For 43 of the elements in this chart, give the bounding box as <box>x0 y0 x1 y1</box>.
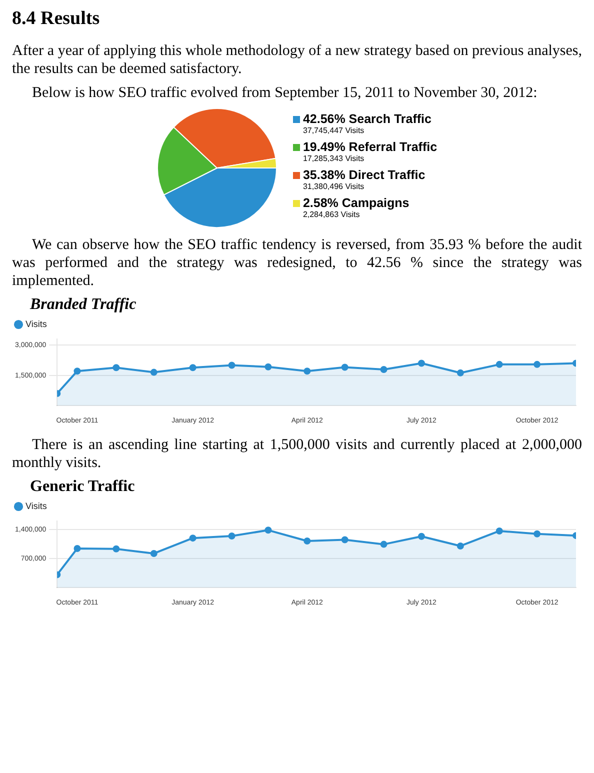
point <box>341 364 348 371</box>
point <box>456 542 464 550</box>
point <box>456 369 464 376</box>
text: 17,285,343 Visits <box>302 154 364 163</box>
point <box>150 368 158 376</box>
text: Below is how SEO traffic evolved from September 15, 2011 to November 30, 2012: <box>31 84 538 102</box>
point <box>112 545 120 552</box>
point <box>264 526 272 534</box>
text: There is an ascending line starting at 1,500,000 visits and currently placed at 2,000,000 monthly visits. <box>12 436 582 472</box>
point <box>74 368 81 375</box>
point <box>228 362 236 369</box>
text: 37,745,447 Visits <box>302 126 364 135</box>
point <box>264 363 272 370</box>
text: 2,284,863 Visits <box>302 210 360 219</box>
point <box>112 364 120 372</box>
chart-title: Generic Traffic <box>30 478 136 496</box>
point <box>189 534 196 542</box>
point <box>341 536 348 544</box>
point <box>74 544 81 552</box>
legend-label: Visits <box>26 318 48 329</box>
chart-title: 8.4 Results <box>12 8 101 30</box>
point <box>380 366 388 373</box>
legend-label: Visits <box>26 500 48 511</box>
legend-label: 2.58% Campaigns <box>302 196 410 210</box>
point <box>189 364 196 372</box>
point <box>380 540 388 548</box>
point <box>496 360 503 368</box>
text: 31,380,496 Visits <box>302 182 364 191</box>
point <box>418 360 425 367</box>
text: We can observe how the SEO traffic tendency is reversed, from 35.93 % before the audit was performed and the strategy was redesigned, to 42.56 % since the strategy was implemented. <box>12 236 582 290</box>
point <box>150 550 158 557</box>
point <box>534 530 541 538</box>
point <box>304 368 311 375</box>
legend-label: 19.49% Referral Traffic <box>302 140 438 154</box>
point <box>534 360 541 368</box>
legend-label: 35.38% Direct Traffic <box>302 168 426 182</box>
text: After a year of applying this whole methodology of a new strategy based on previous analyses, the results can be deemed satisfactory. <box>12 42 582 78</box>
point <box>496 527 503 534</box>
legend-label: 42.56% Search Traffic <box>302 112 432 126</box>
point <box>228 532 236 540</box>
chart-title: Branded Traffic <box>30 296 138 314</box>
point <box>418 532 425 540</box>
point <box>304 537 311 544</box>
